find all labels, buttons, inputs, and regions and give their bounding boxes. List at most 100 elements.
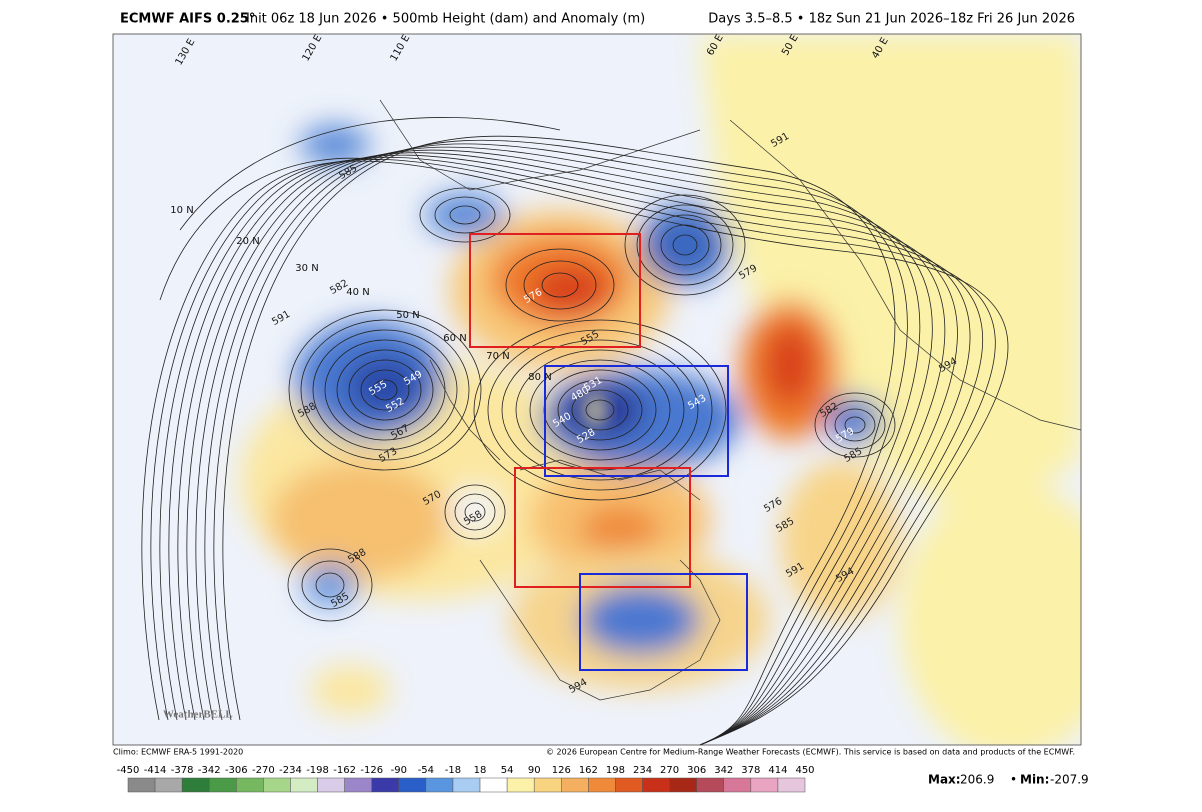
colorbar-label: -306 (225, 765, 248, 776)
contour (179, 117, 561, 231)
contour (571, 389, 629, 431)
colorbar-label: 378 (741, 765, 760, 776)
colorbar-swatch (317, 777, 345, 793)
colorbar-label: 450 (795, 765, 814, 776)
contour (557, 379, 643, 441)
contour (204, 143, 921, 745)
anomaly-shading (240, 34, 1081, 745)
colorbar-swatch (263, 777, 291, 793)
contour (541, 272, 579, 298)
colorbar-label: 270 (660, 765, 679, 776)
colorbar-label: 198 (606, 765, 625, 776)
colorbar-swatch (208, 777, 237, 793)
colorbar-swatch (371, 777, 400, 793)
contour (487, 329, 713, 491)
contour (287, 548, 373, 622)
contour (515, 349, 685, 471)
highlight-boxes (469, 233, 748, 671)
separator: • (1010, 773, 1017, 787)
contour (312, 329, 458, 451)
contour (168, 154, 971, 745)
contour (834, 408, 876, 442)
contour (434, 196, 496, 234)
colorbar-label: -414 (144, 765, 167, 776)
contour (186, 149, 946, 745)
map-frame (112, 33, 1082, 746)
max-label: Max: (928, 773, 961, 787)
latitude-label: 10 N (170, 205, 193, 216)
contour (177, 152, 958, 745)
contour (315, 572, 345, 598)
contour (824, 400, 886, 450)
colorbar-label: -234 (279, 765, 302, 776)
valid-text: Days 3.5–8.5 • 18z Sun 21 Jun 2026–18z F… (708, 12, 1075, 27)
colorbar-label: 342 (714, 765, 733, 776)
contour (814, 392, 896, 458)
contour (672, 234, 698, 256)
contour (464, 502, 486, 522)
colorbar-swatch (236, 777, 264, 793)
colorbar-swatch (127, 777, 156, 793)
colorbar-swatch (669, 777, 697, 793)
latitude-label: 40 N (346, 287, 369, 298)
contour (141, 160, 1009, 745)
red-box (469, 233, 641, 348)
copyright-text: © 2026 European Centre for Medium-Range … (546, 748, 1075, 757)
latitude-label: 20 N (236, 236, 259, 247)
contour (348, 359, 422, 421)
colorbar-swatch (642, 777, 670, 793)
colorbar-label: 162 (579, 765, 598, 776)
colorbar-label: 234 (633, 765, 652, 776)
blue-box (579, 573, 748, 671)
colorbar-swatch (425, 777, 454, 793)
contour (213, 139, 908, 745)
red-box (514, 467, 691, 588)
colorbar-label: -162 (333, 765, 356, 776)
contour (300, 319, 470, 461)
contour (444, 484, 506, 540)
colorbar-swatch (750, 777, 779, 793)
colorbar-swatch (181, 777, 210, 793)
contour (336, 349, 434, 431)
contour (624, 194, 746, 296)
colorbar-swatch (398, 777, 427, 793)
contour (648, 214, 722, 276)
contour (585, 399, 615, 421)
colorbar-swatch (615, 777, 643, 793)
colorbar-label: -378 (171, 765, 194, 776)
colorbar-label: 126 (552, 765, 571, 776)
colorbar-label: -342 (198, 765, 221, 776)
blue-box (544, 365, 729, 477)
climo-text: Climo: ECMWF ERA-5 1991-2020 (113, 748, 243, 757)
colorbar-label: 414 (768, 765, 787, 776)
colorbar-swatch (533, 777, 562, 793)
contour (159, 156, 984, 745)
colorbar-swatch (561, 777, 589, 793)
min-value: -207.9 (1050, 773, 1089, 787)
latitude-label: 80 N (528, 372, 551, 383)
latitude-label: 70 N (486, 351, 509, 362)
contour (222, 135, 896, 745)
contour (288, 309, 482, 471)
contour (449, 205, 481, 225)
colorbar-swatch (479, 777, 508, 793)
colorbar-swatch (290, 777, 318, 793)
coastlines (379, 99, 1081, 701)
colorbar-swatch (452, 777, 481, 793)
contour (844, 416, 866, 434)
contour (159, 157, 381, 301)
colorbar-swatch (777, 777, 806, 793)
contour (473, 319, 727, 501)
colorbar-label: -18 (445, 765, 461, 776)
contour (501, 339, 699, 481)
contour (505, 248, 615, 322)
latitude-label: 30 N (295, 263, 318, 274)
colorbar-swatch (723, 777, 752, 793)
latitude-label: 60 N (443, 333, 466, 344)
contour (372, 379, 398, 401)
max-value: 206.9 (960, 773, 994, 787)
low-center (581, 392, 609, 428)
contour (195, 146, 933, 745)
colorbar-label: 54 (501, 765, 514, 776)
